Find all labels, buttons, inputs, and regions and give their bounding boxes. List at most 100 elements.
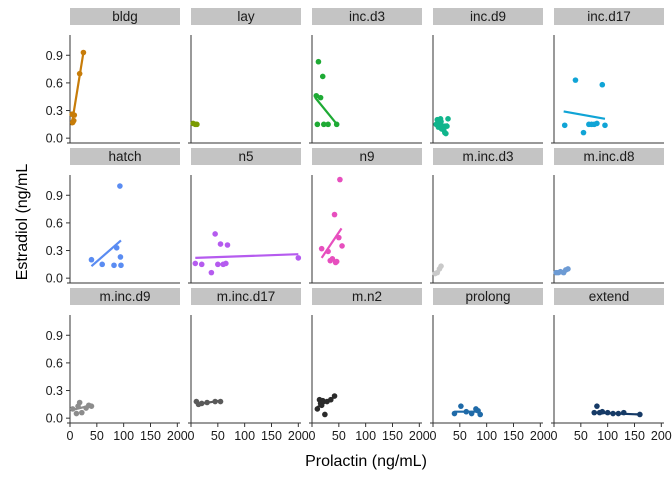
facet-panel-prolong: prolong 0 50 100 150 200 (430, 288, 551, 443)
facet-panel-extend: extend 0 50 100 150 200 (551, 288, 672, 443)
data-point (599, 81, 606, 88)
data-point (217, 241, 224, 247)
data-point (117, 254, 124, 260)
x-tick-label: 150 (140, 429, 161, 443)
trend-line (320, 227, 343, 259)
data-point (322, 411, 328, 418)
x-tick-label: 50 (574, 429, 588, 443)
facet-strip (433, 288, 543, 305)
data-point (327, 396, 334, 403)
x-tick-label: 150 (624, 429, 645, 443)
facet-strip-label: inc.d9 (470, 9, 506, 24)
data-point (468, 410, 475, 417)
data-point (88, 403, 95, 409)
data-point (615, 410, 622, 417)
y-tick-label: 0.6 (46, 216, 63, 230)
data-point (580, 129, 587, 136)
data-point (80, 49, 87, 56)
y-tick-label: 0.9 (46, 329, 63, 343)
data-point (331, 211, 338, 218)
facet-panel-n9: n9 (309, 148, 422, 284)
facet-strip (433, 148, 543, 165)
data-point (325, 121, 331, 128)
facet-strip-label: m.inc.d8 (583, 149, 634, 164)
y-tick-label: 0.3 (46, 104, 63, 118)
facet-panel-m-n2: m.n2 0 50 100 150 200 (309, 288, 430, 443)
data-point (610, 410, 616, 417)
facet-strip (191, 148, 301, 165)
x-tick-label: 50 (90, 429, 104, 443)
x-tick-label: 0 (67, 429, 74, 443)
facet-panel-lay: lay (188, 8, 301, 144)
facet-strip-label: bldg (112, 9, 138, 24)
data-point (620, 409, 627, 416)
facet-strip-label: inc.d3 (349, 9, 385, 24)
x-tick-label: 100 (113, 429, 134, 443)
facet-strip-label: m.inc.d17 (217, 289, 276, 304)
x-tick-label: 0 (551, 429, 558, 443)
data-point (317, 94, 324, 101)
facet-strip (554, 288, 664, 305)
data-point (319, 73, 326, 80)
data-point (194, 121, 200, 128)
data-point (333, 258, 340, 265)
facet-strip (312, 148, 422, 165)
data-point (436, 117, 443, 124)
x-tick-label: 200 (288, 429, 309, 443)
facet-strip (312, 288, 422, 305)
facet-strip-label: extend (589, 289, 630, 304)
data-point (315, 58, 322, 65)
data-point (331, 393, 338, 399)
data-point (333, 121, 340, 128)
data-point (111, 262, 117, 269)
facet-strip (70, 148, 180, 165)
y-tick-label: 0.6 (46, 356, 63, 370)
data-point (336, 234, 342, 241)
facet-strip-label: m.inc.d3 (462, 149, 513, 164)
y-tick-label: 0.0 (46, 412, 63, 426)
y-tick-label: 0.6 (46, 76, 63, 90)
data-point (313, 92, 320, 99)
facet-panel-m-inc-d3: m.inc.d3 (430, 148, 543, 284)
facet-strip-label: prolong (465, 289, 510, 304)
x-tick-label: 0 (430, 429, 437, 443)
data-point (192, 260, 199, 267)
x-tick-label: 50 (453, 429, 467, 443)
y-tick-label: 0.9 (46, 189, 63, 203)
data-point (76, 70, 83, 77)
data-point (604, 409, 611, 416)
facet-strip-label: lay (237, 9, 255, 24)
data-point (565, 266, 571, 272)
data-point (113, 244, 120, 251)
x-tick-label: 100 (234, 429, 255, 443)
data-point (224, 242, 231, 248)
data-point (217, 398, 224, 405)
facet-panel-bldg: bldg 0.0 0.3 0.6 0.9 (46, 8, 180, 146)
data-point (79, 409, 85, 416)
facet-strip-label: n5 (238, 149, 253, 164)
data-point (314, 121, 321, 128)
data-point (477, 411, 484, 418)
data-point (444, 123, 450, 129)
data-point (561, 122, 568, 129)
data-point (208, 269, 215, 276)
x-tick-label: 100 (476, 429, 497, 443)
x-tick-label: 0 (188, 429, 195, 443)
y-tick-label: 0.0 (46, 272, 63, 286)
data-point (463, 408, 470, 415)
facet-panel-n5: n5 (188, 148, 302, 284)
facet-panel-inc-d3: inc.d3 (309, 8, 422, 144)
x-tick-label: 200 (167, 429, 188, 443)
y-axis-title: Estradiol (ng/mL (14, 164, 31, 281)
data-point (594, 403, 600, 409)
data-point (451, 410, 458, 417)
trend-line (195, 253, 299, 259)
facet-strip (554, 148, 664, 165)
data-point (71, 112, 78, 118)
y-tick-label: 0.9 (46, 49, 63, 63)
data-point (319, 397, 326, 404)
data-point (73, 410, 80, 417)
facet-strip (70, 8, 180, 25)
data-point (69, 406, 76, 412)
